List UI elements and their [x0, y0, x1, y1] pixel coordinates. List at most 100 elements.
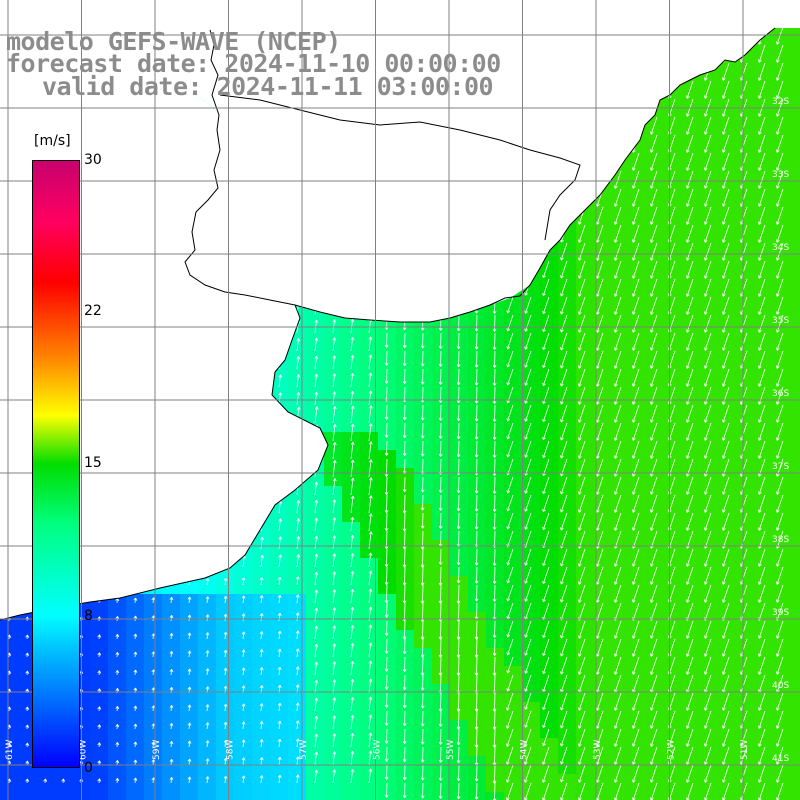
longitude-label: 53W [593, 740, 603, 760]
wind-arrow [758, 152, 766, 171]
wind-arrow [776, 746, 784, 765]
wind-arrow [456, 332, 461, 350]
wind-arrow [686, 638, 694, 657]
latitude-label: 37S [772, 462, 789, 472]
wind-arrow [704, 512, 712, 531]
wind-arrow [474, 476, 479, 494]
wind-arrow [456, 422, 461, 440]
wind-arrow [474, 710, 479, 730]
wind-arrow [205, 740, 210, 748]
wind-arrow [314, 406, 319, 424]
wind-arrow [350, 391, 355, 406]
wind-arrow [632, 728, 640, 747]
wind-arrow [169, 704, 174, 712]
wind-arrow [758, 512, 766, 531]
wind-arrow [295, 594, 300, 604]
wind-arrow [758, 764, 766, 783]
wind-arrow [722, 134, 730, 153]
wind-arrow [650, 224, 658, 243]
wind-arrow [368, 750, 373, 766]
wind-cell [558, 792, 576, 800]
wind-arrow [614, 386, 622, 405]
wind-arrow [205, 632, 210, 640]
wind-cell [792, 504, 800, 522]
wind-arrow [596, 458, 604, 477]
wind-cell [792, 72, 800, 90]
wind-arrow [650, 404, 658, 423]
wind-arrow [115, 760, 120, 766]
wind-arrow [332, 424, 337, 442]
wind-arrow [560, 566, 568, 585]
colorbar-tick: 8 [84, 608, 93, 624]
wind-arrow [686, 584, 694, 603]
wind-arrow [704, 116, 712, 135]
wind-arrow [596, 548, 604, 567]
wind-arrow [632, 152, 640, 171]
wind-arrow [420, 512, 425, 529]
wind-arrow [506, 584, 514, 602]
wind-arrow [686, 152, 694, 171]
wind-arrow [492, 566, 497, 584]
wind-arrow [474, 494, 479, 512]
wind-arrow [578, 692, 586, 711]
wind-cell [252, 792, 270, 800]
wind-arrow [259, 577, 264, 586]
wind-arrow [722, 620, 730, 639]
wind-arrow [704, 350, 712, 369]
longitude-label: 52W [667, 740, 677, 760]
wind-arrow [722, 152, 730, 171]
wind-arrow [115, 652, 120, 658]
wind-arrow [278, 374, 283, 388]
wind-arrow [492, 476, 497, 494]
wind-arrow [492, 314, 497, 332]
latitude-label: 40S [772, 681, 789, 691]
wind-cell [0, 792, 18, 800]
wind-arrow [492, 512, 497, 530]
wind-arrow [542, 764, 550, 783]
wind-cell [270, 792, 288, 800]
wind-arrow [456, 350, 461, 368]
wind-arrow [758, 242, 766, 261]
wind-arrow [596, 692, 604, 711]
wind-arrow [223, 775, 228, 784]
wind-arrow [722, 260, 730, 279]
wind-arrow [474, 782, 479, 800]
wind-arrow [560, 710, 568, 729]
wind-arrow [650, 476, 658, 495]
wind-arrow [758, 638, 766, 657]
wind-arrow [776, 566, 784, 585]
wind-arrow [524, 386, 532, 404]
wind-arrow [420, 584, 425, 604]
wind-arrow [506, 350, 514, 368]
wind-arrow [722, 62, 730, 81]
wind-arrow [332, 751, 337, 766]
wind-arrow [524, 746, 532, 765]
wind-arrow [686, 368, 694, 387]
wind-arrow [596, 278, 604, 297]
wind-arrow [368, 678, 373, 694]
wind-arrow [384, 764, 389, 780]
wind-arrow [722, 710, 730, 729]
wind-arrow [632, 458, 640, 477]
wind-cell [792, 594, 800, 612]
wind-arrow [686, 548, 694, 567]
wind-arrow [614, 548, 622, 567]
wind-arrow [492, 638, 497, 656]
wind-arrow [542, 656, 550, 675]
wind-arrow [223, 703, 228, 712]
wind-arrow [368, 714, 373, 730]
wind-arrow [632, 224, 640, 243]
wind-arrow [722, 494, 730, 513]
wind-arrow [686, 728, 694, 747]
wind-arrow [614, 332, 622, 351]
wind-arrow [596, 710, 604, 729]
wind-arrow [632, 278, 640, 297]
wind-arrow [368, 459, 373, 478]
wind-arrow [650, 188, 658, 207]
wind-arrow [596, 638, 604, 657]
wind-arrow [241, 649, 246, 658]
wind-arrow [650, 314, 658, 333]
wind-arrow [205, 614, 210, 622]
wind-arrow [474, 422, 479, 440]
wind-arrow [133, 759, 138, 766]
